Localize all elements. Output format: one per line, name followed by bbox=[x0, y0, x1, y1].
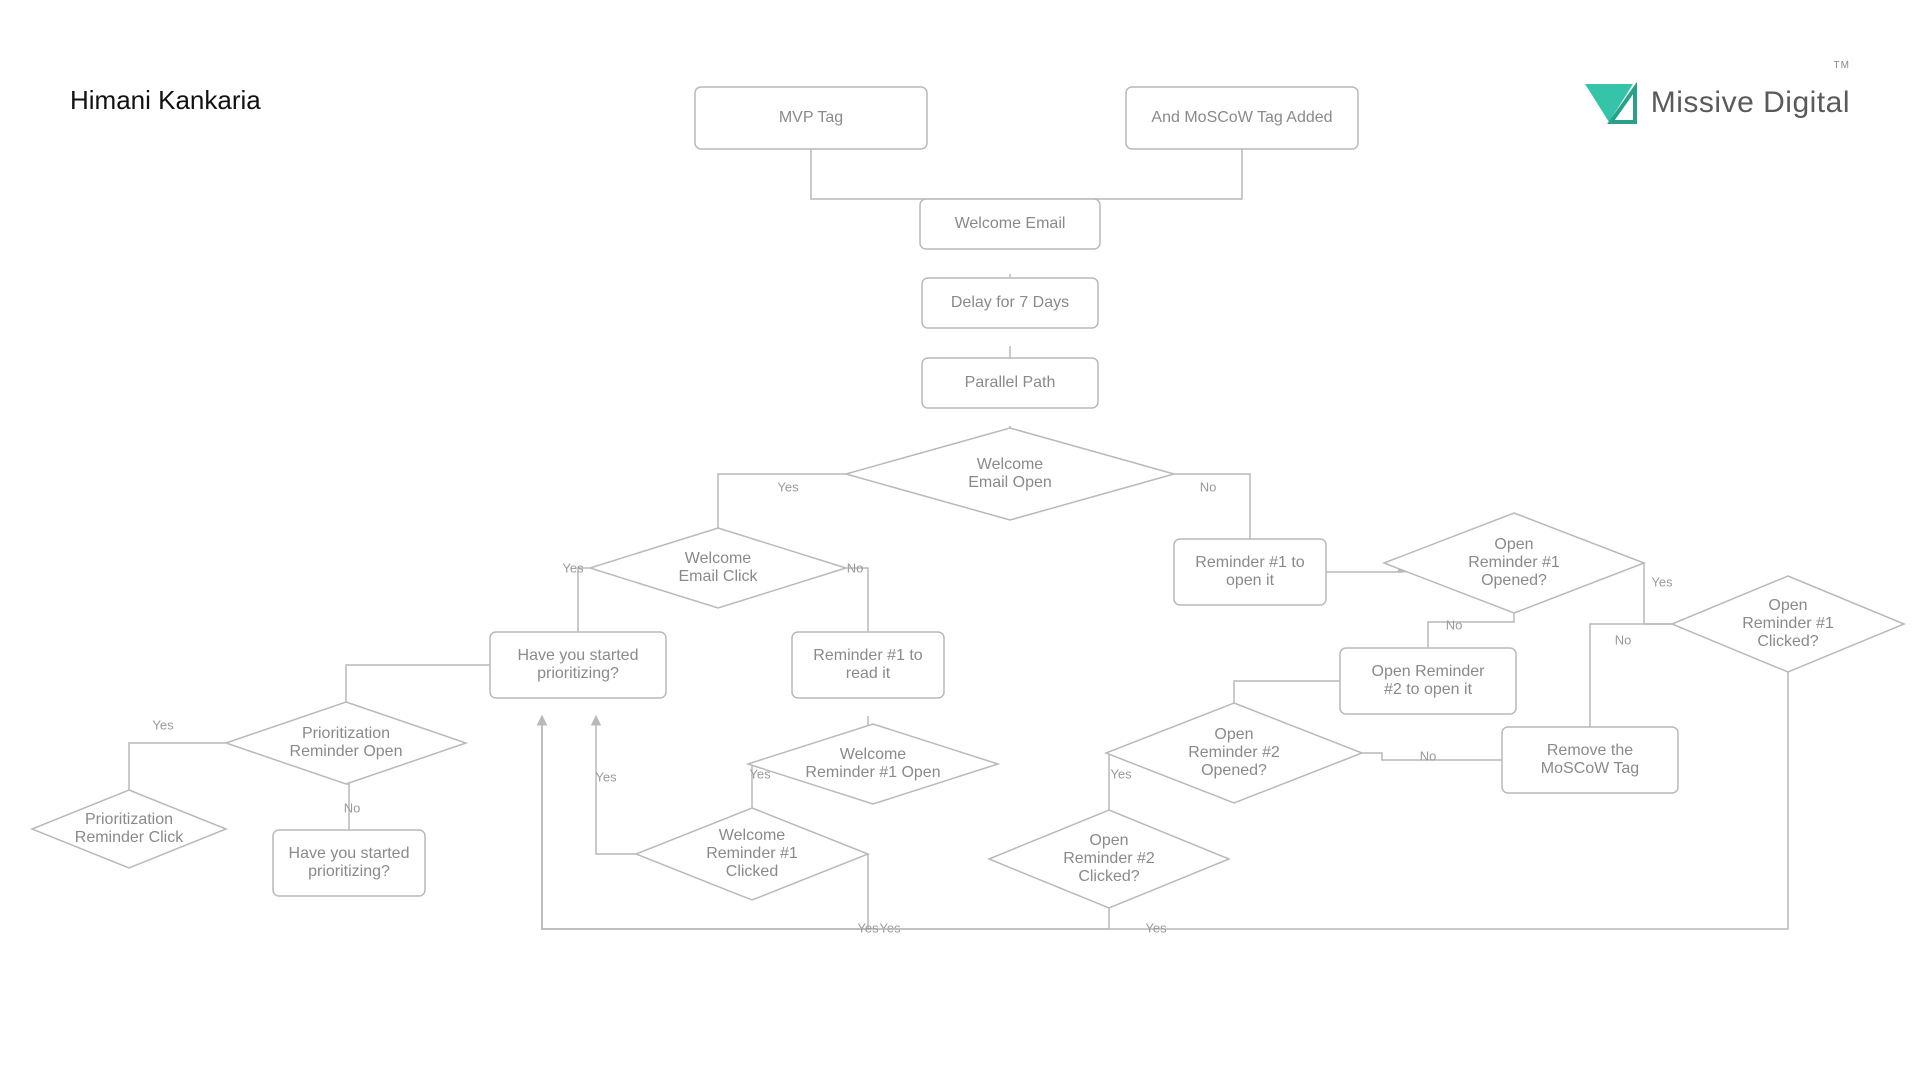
edge-label-pr_open-pr_click: Yes bbox=[152, 717, 174, 732]
node-wr1_click: WelcomeReminder #1Clicked bbox=[636, 808, 868, 900]
node-wr1_click-label: Reminder #1 bbox=[706, 845, 798, 862]
node-or1_click: OpenReminder #1Clicked? bbox=[1672, 576, 1904, 672]
edge-or2_opened-remove bbox=[1362, 753, 1520, 760]
node-or2_opened-label: Open bbox=[1214, 726, 1253, 743]
node-wr1_open-label: Welcome bbox=[840, 746, 906, 763]
edge-wr1_click-hysp bbox=[596, 716, 636, 854]
node-hysp2-label: prioritizing? bbox=[308, 863, 390, 880]
node-remove-label: MoSCoW Tag bbox=[1541, 760, 1639, 777]
node-moscow: And MoSCoW Tag Added bbox=[1126, 87, 1358, 149]
node-or2_opened-label: Opened? bbox=[1201, 762, 1267, 779]
node-hysp2-label: Have you started bbox=[289, 845, 410, 862]
node-or2_openit-label: #2 to open it bbox=[1384, 681, 1473, 698]
node-or2_click-label: Reminder #2 bbox=[1063, 850, 1155, 867]
node-mvp-label: MVP Tag bbox=[779, 109, 843, 126]
node-or1_opened-label: Open bbox=[1494, 536, 1533, 553]
node-wr1_open-label: Reminder #1 Open bbox=[805, 764, 940, 781]
edge-label-or2_click-hysp: Yes bbox=[879, 920, 901, 935]
node-mvp: MVP Tag bbox=[695, 87, 927, 149]
node-hysp-label: prioritizing? bbox=[537, 665, 619, 682]
node-w_open-label: Email Open bbox=[968, 474, 1052, 491]
node-parallel-label: Parallel Path bbox=[965, 374, 1056, 391]
node-moscow-label: And MoSCoW Tag Added bbox=[1151, 109, 1332, 126]
node-r1_read-label: Reminder #1 to bbox=[813, 647, 922, 664]
node-w_click: WelcomeEmail Click bbox=[590, 528, 846, 608]
node-wr1_click-label: Welcome bbox=[719, 827, 785, 844]
node-w_open: WelcomeEmail Open bbox=[846, 428, 1174, 520]
node-pr_open-label: Reminder Open bbox=[290, 743, 403, 760]
edge-label-or1_click-hysp: Yes bbox=[1145, 920, 1167, 935]
node-hysp: Have you startedprioritizing? bbox=[490, 632, 666, 698]
edge-label-wr1_click-hysp: Yes bbox=[857, 920, 879, 935]
node-or1_opened-label: Opened? bbox=[1481, 572, 1547, 589]
node-or2_opened-label: Reminder #2 bbox=[1188, 744, 1280, 761]
node-or2_openit-label: Open Reminder bbox=[1372, 663, 1486, 680]
node-r1_read-label: read it bbox=[846, 665, 891, 682]
node-wr1_click-label: Clicked bbox=[726, 863, 778, 880]
edge-or1_opened-or1_click bbox=[1644, 563, 1690, 624]
edge-label-or2_opened-remove: No bbox=[1420, 748, 1437, 763]
node-or1_click-label: Open bbox=[1768, 597, 1807, 614]
edge-label-w_open-r1_open: No bbox=[1200, 479, 1217, 494]
edge-label-w_click-hysp: Yes bbox=[562, 560, 584, 575]
node-pr_click: PrioritizationReminder Click bbox=[32, 790, 226, 868]
node-or1_click-label: Clicked? bbox=[1757, 633, 1818, 650]
edge-label-pr_open-hysp2: No bbox=[344, 800, 361, 815]
edge-label-or2_opened-or2_click: Yes bbox=[1110, 766, 1132, 781]
node-remove-label: Remove the bbox=[1547, 742, 1633, 759]
node-parallel: Parallel Path bbox=[922, 358, 1098, 408]
node-hysp-label: Have you started bbox=[518, 647, 639, 664]
node-or1_click-label: Reminder #1 bbox=[1742, 615, 1834, 632]
node-hysp2: Have you startedprioritizing? bbox=[273, 830, 425, 896]
node-r1_open-label: Reminder #1 to bbox=[1195, 554, 1304, 571]
node-remove: Remove theMoSCoW Tag bbox=[1502, 727, 1678, 793]
edge-label-or1_click-remove: No bbox=[1615, 632, 1632, 647]
node-welcome: Welcome Email bbox=[920, 199, 1100, 249]
edge-label-w_click-r1_read: No bbox=[847, 560, 864, 575]
node-pr_open: PrioritizationReminder Open bbox=[226, 702, 466, 784]
node-pr_click-label: Prioritization bbox=[85, 811, 173, 828]
node-or2_openit: Open Reminder#2 to open it bbox=[1340, 648, 1516, 714]
edge-label-or1_opened-or2_openit: No bbox=[1446, 617, 1463, 632]
node-w_click-label: Email Click bbox=[678, 568, 758, 585]
node-or2_opened: OpenReminder #2Opened? bbox=[1106, 703, 1362, 803]
node-or1_opened-label: Reminder #1 bbox=[1468, 554, 1560, 571]
node-or1_opened: OpenReminder #1Opened? bbox=[1384, 513, 1644, 613]
node-r1_read: Reminder #1 toread it bbox=[792, 632, 944, 698]
edge-label-w_open-w_click: Yes bbox=[777, 479, 799, 494]
node-or2_click: OpenReminder #2Clicked? bbox=[989, 810, 1229, 908]
node-w_open-label: Welcome bbox=[977, 456, 1043, 473]
edge-label-or1_opened-or1_click: Yes bbox=[1651, 574, 1673, 589]
node-wr1_open: WelcomeReminder #1 Open bbox=[748, 724, 998, 804]
node-pr_click-label: Reminder Click bbox=[75, 829, 184, 846]
node-w_click-label: Welcome bbox=[685, 550, 751, 567]
node-r1_open: Reminder #1 toopen it bbox=[1174, 539, 1326, 605]
node-delay: Delay for 7 Days bbox=[922, 278, 1098, 328]
edge-label-wr1_click-hysp: Yes bbox=[595, 769, 617, 784]
node-or2_click-label: Open bbox=[1089, 832, 1128, 849]
node-delay-label: Delay for 7 Days bbox=[951, 294, 1069, 311]
node-pr_open-label: Prioritization bbox=[302, 725, 390, 742]
flowchart-canvas: YesNoYesNoYesYesYesNoNoYesYesNoNoYesYesY… bbox=[0, 0, 1920, 1080]
node-welcome-label: Welcome Email bbox=[955, 215, 1066, 232]
node-or2_click-label: Clicked? bbox=[1078, 868, 1139, 885]
node-r1_open-label: open it bbox=[1226, 572, 1275, 589]
